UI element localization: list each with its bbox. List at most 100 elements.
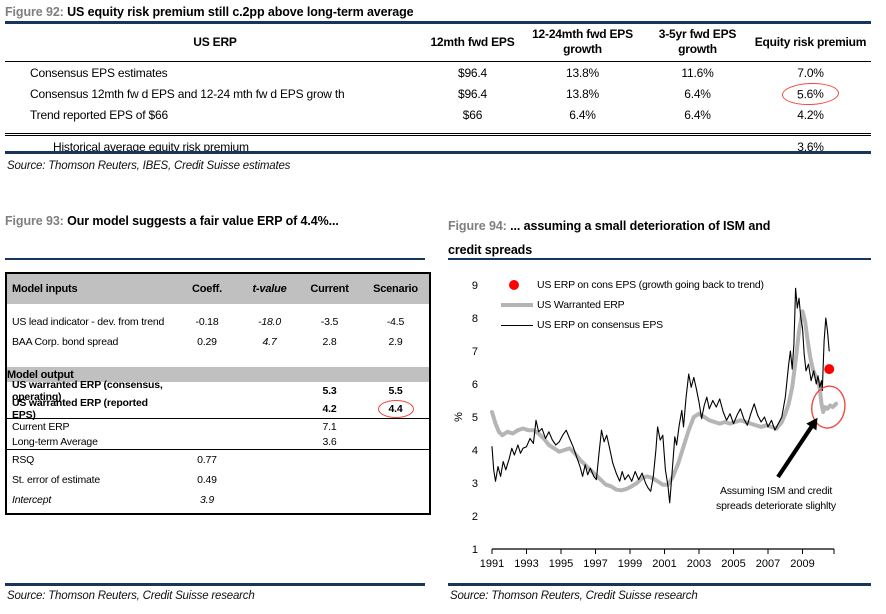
table-row: US lead indicator - dev. from trend -0.18…: [7, 312, 429, 332]
red-ellipse-highlight: [811, 385, 846, 429]
cell-value: 6.4%: [684, 86, 711, 101]
legend-item-warranted-erp: US Warranted ERP: [495, 295, 764, 315]
fig93-output-section: US warranted ERP (consensus, operating) 5…: [7, 379, 429, 421]
cell-value: 13.8%: [565, 65, 600, 80]
cell-value: $96.4: [457, 86, 488, 101]
cell-value: 5.5: [388, 385, 403, 397]
y-tick-label: 1: [472, 544, 478, 556]
row-label: RSQ: [12, 454, 35, 466]
y-tick-label: 4: [472, 445, 478, 457]
fig93-erp-section: Current ERP 7.1 Long-term Average 3.6: [7, 419, 429, 450]
red-circle-highlight: 5.6%: [781, 81, 840, 106]
fig93-title-rule: [5, 258, 425, 260]
cell-value: 11.6%: [681, 65, 714, 80]
cell-value: 7.0%: [797, 65, 824, 80]
fig92-bottom-rule: [5, 151, 871, 154]
fig92-col-header-2: 12-24mth fwd EPS growth: [520, 25, 645, 62]
table-row: Current ERP 7.1: [7, 419, 429, 434]
cell-value: 4.2: [322, 403, 337, 415]
fig93-title: Figure 93: Our model suggests a fair val…: [5, 214, 339, 228]
fig92-source: Source: Thomson Reuters, IBES, Credit Su…: [7, 160, 291, 172]
x-tick-label: 2003: [687, 558, 711, 570]
row-label: Long-term Average: [12, 435, 98, 448]
fig94-title-rule: [448, 258, 871, 260]
cell-value: 2.9: [388, 336, 403, 348]
fig92-col-header-4: Equity risk premium: [750, 25, 871, 62]
gray-line-marker-icon: [501, 303, 533, 307]
y-tick-label: 5: [472, 412, 478, 424]
cell-value: 7.1: [322, 420, 337, 433]
y-tick-label: 8: [472, 313, 478, 325]
cell-value: 0.49: [197, 474, 217, 486]
fig93-col-scenario: Scenario: [373, 283, 418, 295]
fig93-col-current: Current: [310, 283, 349, 295]
cell-value: 6.4%: [684, 107, 711, 122]
fig93-output-band-label: Model output: [7, 368, 74, 381]
legend-label-consensus-eps: US ERP on consensus EPS: [537, 319, 663, 331]
row-label: Consensus 12mth fw d EPS and 12-24 mth f…: [30, 86, 345, 101]
fig93-output-band: Model output: [7, 367, 429, 382]
y-tick-label: 9: [472, 280, 478, 292]
row-label: Trend reported EPS of $66: [30, 107, 168, 122]
red-dot-point: [824, 364, 835, 375]
cell-value: 5.6%: [750, 81, 871, 106]
fig94-heading-line2: credit spreads: [448, 243, 533, 257]
fig93-heading: Our model suggests a fair value ERP of 4…: [67, 214, 339, 228]
row-label: St. error of estimate: [12, 474, 100, 486]
fig93-col-coeff: Coeff.: [192, 283, 222, 295]
cell-value: 4.7: [262, 336, 277, 348]
y-tick-label: 3: [472, 478, 478, 490]
x-tick-label: 2001: [652, 558, 676, 570]
table-row: BAA Corp. bond spread 0.29 4.7 2.8 2.9: [7, 332, 429, 352]
row-label: Current ERP: [12, 420, 70, 433]
cell-value: 6.4%: [569, 107, 596, 122]
cell-value: $96.4: [457, 65, 488, 80]
fig94-label: Figure 94:: [448, 219, 507, 233]
fig93-col-tvalue: t-value: [252, 283, 287, 295]
fig92-col-header-3: 3-5yr fwd EPS growth: [645, 25, 750, 62]
cell-value: 4.4: [362, 400, 429, 418]
cell-value: 13.8%: [565, 86, 600, 101]
fig92-footer-value: 3.6%: [750, 133, 871, 158]
fig92-footer-row: Historical average equity risk premium 3…: [5, 133, 871, 158]
fig92-col-header-us-erp: US ERP: [5, 25, 425, 62]
cell-value: 4.2%: [797, 107, 824, 122]
x-tick-label: 1991: [480, 558, 504, 570]
legend-label-cons-eps-trend: US ERP on cons EPS (growth going back to…: [537, 279, 764, 291]
fig94-source: Source: Thomson Reuters, Credit Suisse r…: [450, 590, 698, 602]
fig93-header-row: Model inputs Coeff. t-value Current Scen…: [7, 274, 429, 304]
row-label: US warranted ERP (reported EPS): [12, 397, 148, 421]
fig93-table: Model inputs Coeff. t-value Current Scen…: [5, 272, 431, 515]
row-label: Intercept: [12, 494, 52, 506]
cell-value: 3.9: [200, 494, 214, 506]
red-dot-marker-icon: [509, 280, 519, 290]
x-tick-label: 1995: [549, 558, 573, 570]
table-row: Intercept 3.9: [7, 490, 429, 510]
cell-value: 5.3: [322, 385, 337, 397]
fig92-col-header-1: 12mth fwd EPS: [425, 25, 520, 62]
table-row: RSQ 0.77: [7, 450, 429, 470]
arrow-shaft: [776, 424, 814, 479]
cell-value: -4.5: [386, 316, 405, 328]
legend-label-warranted-erp: US Warranted ERP: [537, 299, 625, 311]
y-axis-label: %: [453, 412, 465, 422]
table-row: Long-term Average 3.6: [7, 434, 429, 449]
fig93-label: Figure 93:: [5, 214, 64, 228]
x-tick-label: 1997: [583, 558, 607, 570]
table-row: St. error of estimate 0.49: [7, 470, 429, 490]
cell-value: 0.77: [197, 454, 217, 466]
legend-item-red-dot: US ERP on cons EPS (growth going back to…: [495, 275, 764, 295]
y-tick-label: 2: [472, 511, 478, 523]
fig92-label: Figure 92:: [5, 5, 64, 19]
x-tick-label: 1999: [618, 558, 642, 570]
fig92-header-row: US ERP 12mth fwd EPS 12-24mth fwd EPS gr…: [5, 25, 871, 62]
cell-value: 0.29: [197, 336, 217, 348]
table-row: Consensus EPS estimates $96.4 13.8% 11.6% 7.…: [5, 62, 871, 84]
fig93-bottom-rule: [5, 583, 425, 586]
fig93-inputs-section: US lead indicator - dev. from trend -0.18…: [7, 312, 429, 352]
fig93-stats-section: RSQ 0.77 St. error of estimate 0.49 Intercep…: [7, 450, 429, 510]
fig92-table-body: Consensus EPS estimates $96.4 13.8% 11.6% 7.…: [5, 62, 871, 135]
cell-value: -3.5: [320, 316, 339, 328]
fig93-source: Source: Thomson Reuters, Credit Suisse r…: [7, 590, 255, 602]
erp-line-chart: 1991 1993 1995 1997 1999 2001 2003 2005 2007 2009…: [453, 280, 846, 570]
